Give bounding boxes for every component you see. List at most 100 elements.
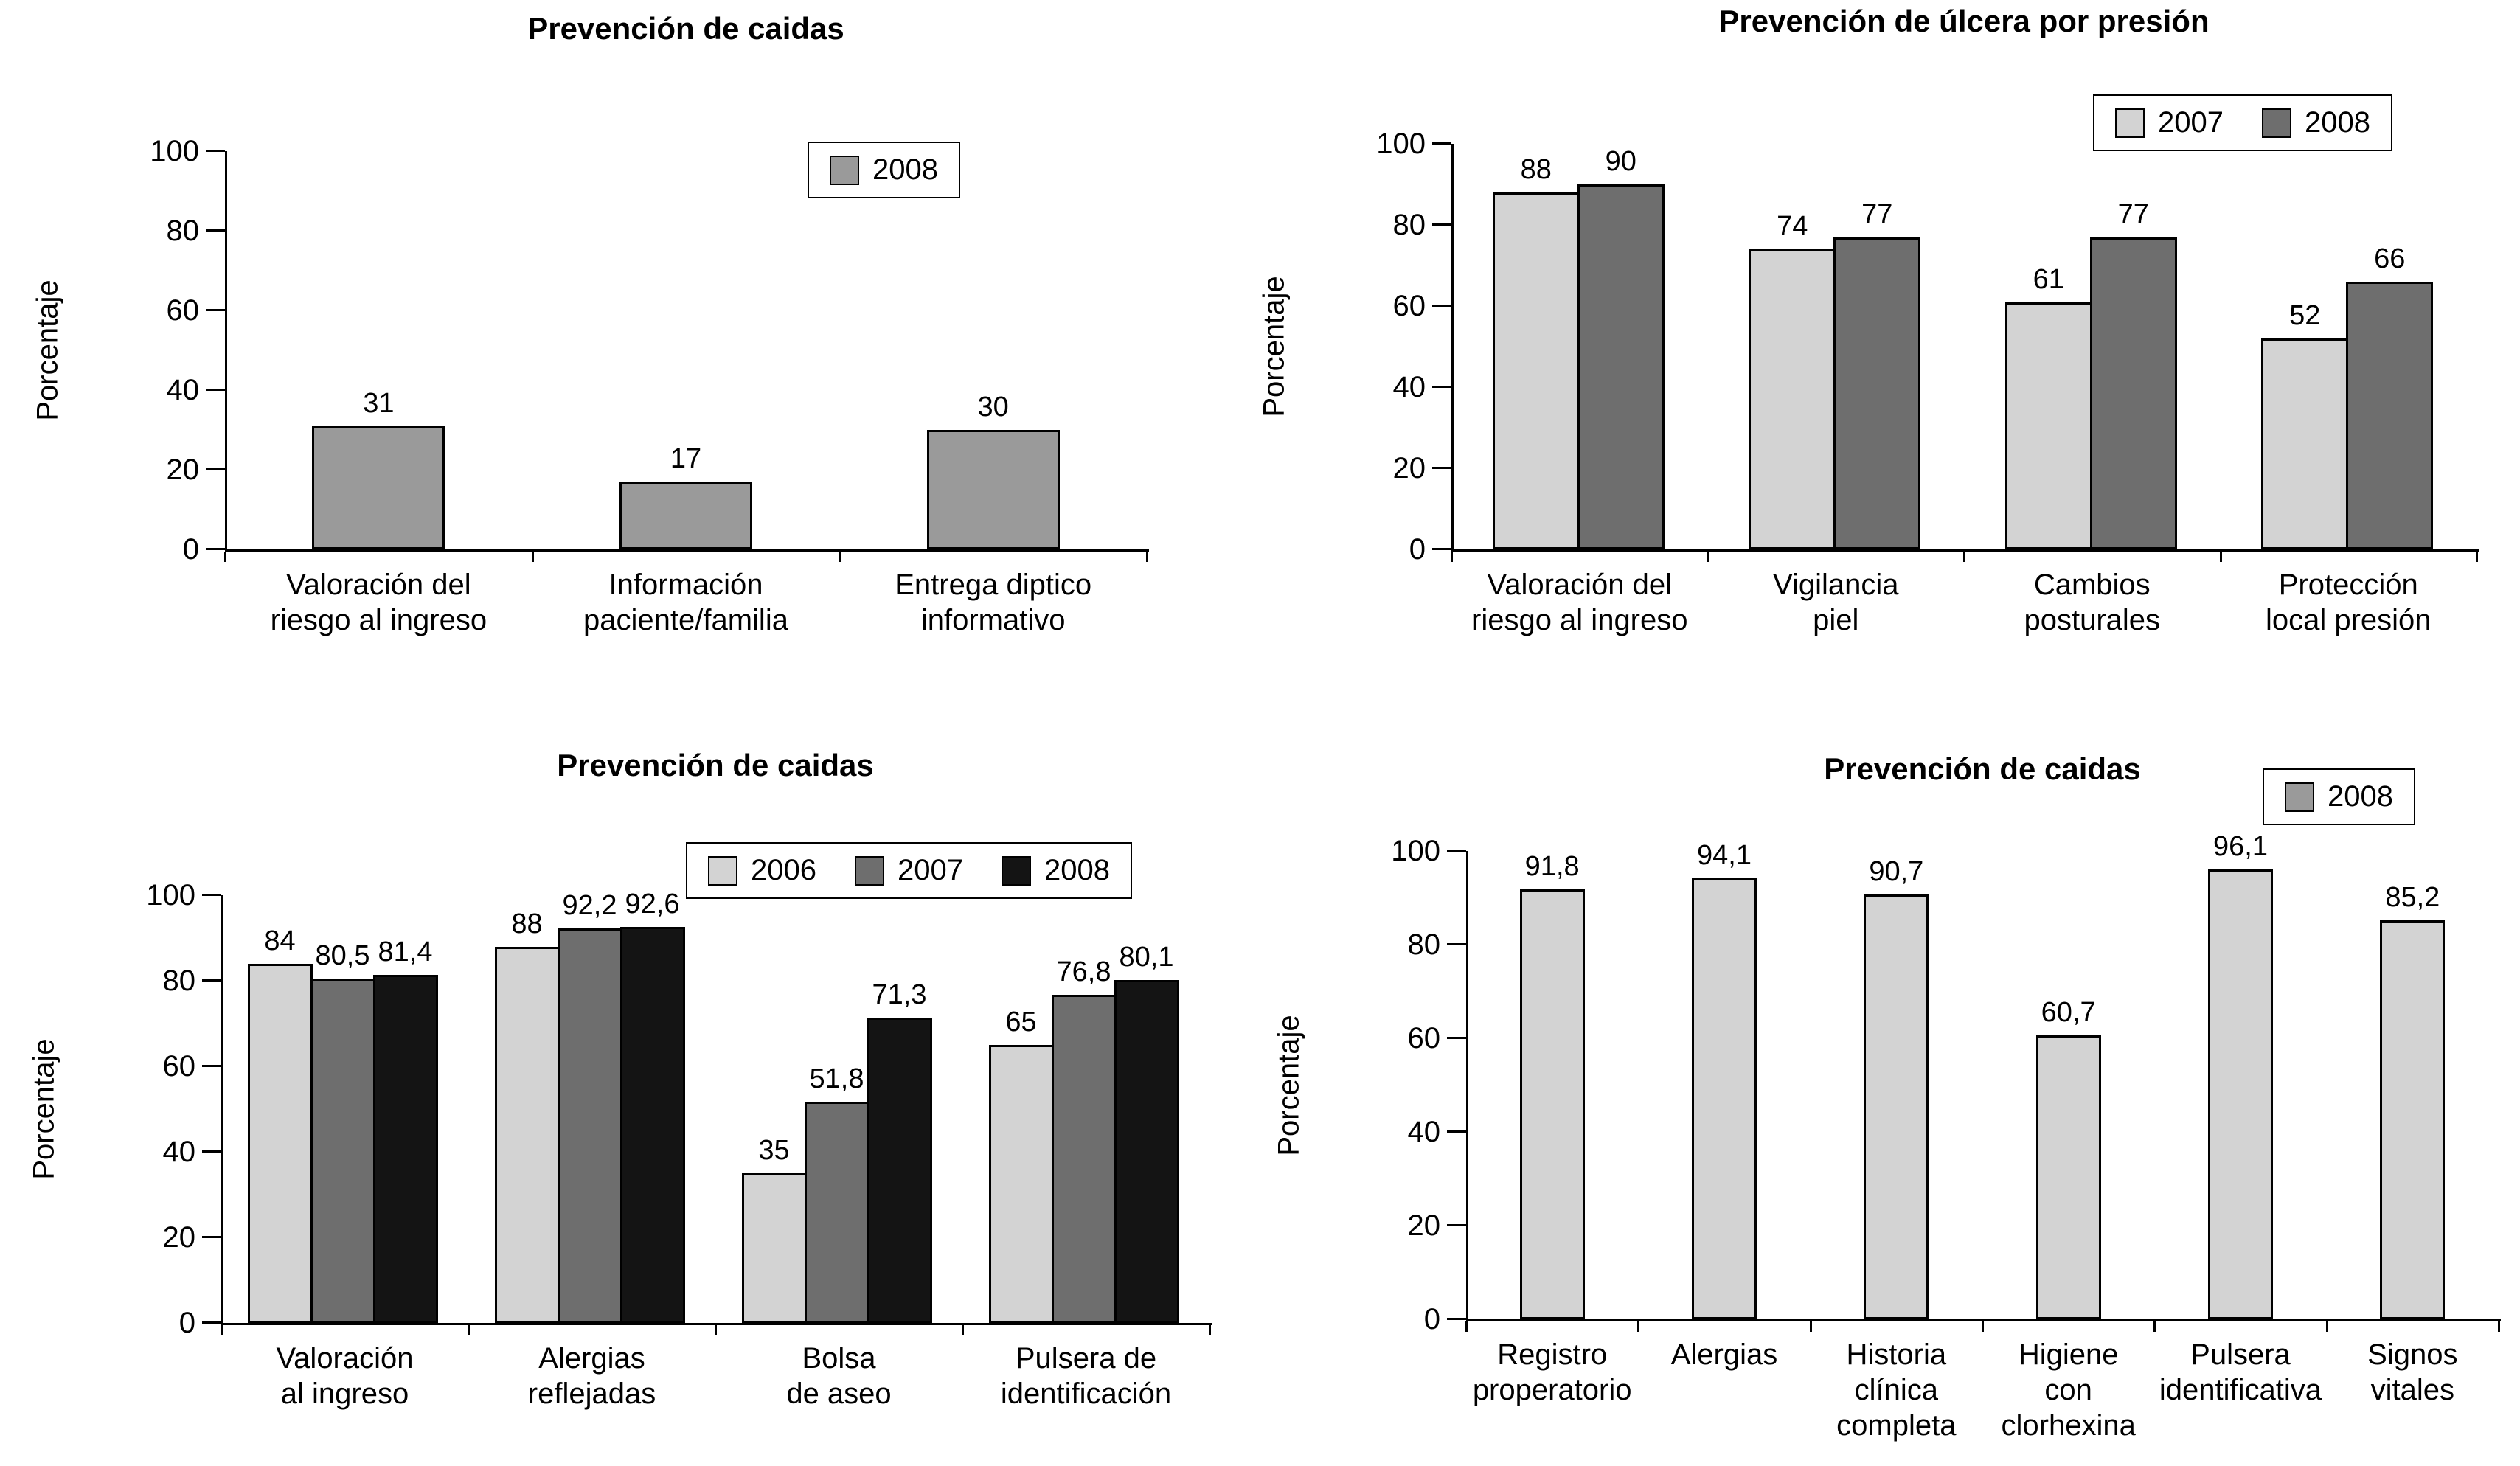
x-tick-mark bbox=[2219, 552, 2222, 562]
y-axis-label: Porcentaje bbox=[1272, 1014, 1305, 1156]
x-category-label-line: local presión bbox=[2265, 604, 2432, 636]
y-tick-label: 60 bbox=[1392, 290, 1426, 322]
bar-value-label: 84 bbox=[264, 925, 296, 956]
y-tick-mark bbox=[202, 1065, 221, 1067]
bar-2007-1 bbox=[1492, 192, 1580, 549]
bar-2007-2 bbox=[1749, 249, 1836, 549]
x-tick-mark bbox=[1451, 552, 1453, 562]
x-category-label-line: al ingreso bbox=[280, 1378, 409, 1410]
x-category-label-line: clínica bbox=[1854, 1374, 1939, 1406]
x-category-label: Alergias reflejadas bbox=[454, 1341, 730, 1411]
x-category-label: Protección local presión bbox=[2206, 567, 2492, 638]
y-tick-mark bbox=[1432, 386, 1451, 388]
bar-2007-3 bbox=[2004, 302, 2092, 549]
x-category-label-line: identificativa bbox=[2159, 1374, 2322, 1406]
y-tick-mark bbox=[1447, 1037, 1466, 1039]
x-tick-mark bbox=[224, 552, 226, 562]
bar-value-label: 76,8 bbox=[1056, 956, 1111, 987]
legend-swatch-icon bbox=[2261, 108, 2291, 138]
x-tick-mark bbox=[1707, 552, 1709, 562]
bar-value-label: 31 bbox=[363, 387, 395, 419]
x-category-label-line: Bolsa bbox=[802, 1342, 876, 1375]
x-tick-mark bbox=[531, 552, 534, 562]
x-category-label-line: Registro bbox=[1497, 1338, 1608, 1371]
bar-value-label: 96,1 bbox=[2213, 830, 2268, 862]
bar-2008-3 bbox=[926, 430, 1060, 549]
y-tick-mark bbox=[206, 389, 225, 391]
x-tick-mark bbox=[2498, 1321, 2500, 1332]
legend-item-2007: 2007 bbox=[854, 854, 963, 887]
x-tick-mark bbox=[1465, 1321, 1468, 1332]
y-tick-label: 40 bbox=[162, 1136, 196, 1168]
x-tick-mark bbox=[1982, 1321, 1984, 1332]
x-category-label-line: Cambios bbox=[2033, 569, 2151, 601]
bar-value-label: 80,1 bbox=[1119, 942, 1174, 973]
bar-2008-2 bbox=[619, 482, 752, 549]
bar-2006-3 bbox=[741, 1173, 807, 1323]
legend-item-2008: 2008 bbox=[830, 153, 938, 187]
x-category-label-line: Protección bbox=[2278, 569, 2418, 601]
x-category-label-line: Pulsera bbox=[2190, 1338, 2291, 1371]
x-category-label-line: Valoración bbox=[276, 1342, 414, 1375]
legend-item-2008: 2008 bbox=[2285, 780, 2393, 813]
y-tick-label: 0 bbox=[1409, 533, 1426, 566]
chart-panel-fall-prevention-top: Prevención de caidas Porcentaje 0 20 40 60 80 1… bbox=[0, 0, 1260, 733]
bar-value-label: 91,8 bbox=[1524, 851, 1580, 883]
x-category-label-line: piel bbox=[1813, 604, 1859, 636]
bar-2008-4 bbox=[2035, 1035, 2101, 1319]
bar-value-label: 94,1 bbox=[1697, 840, 1752, 872]
y-tick-mark bbox=[1447, 1318, 1466, 1320]
x-category-label-line: de aseo bbox=[786, 1378, 892, 1410]
y-tick-label: 100 bbox=[150, 135, 199, 167]
bar-2008-2 bbox=[1692, 878, 1757, 1319]
x-category-label-line: vitales bbox=[2370, 1374, 2455, 1406]
y-tick-label: 60 bbox=[162, 1050, 196, 1083]
x-category-label-line: Pulsera de bbox=[1015, 1342, 1157, 1375]
legend-item-2006: 2006 bbox=[708, 854, 816, 887]
x-category-label: Valoración del riesgo al ingreso bbox=[210, 567, 547, 638]
x-tick-mark bbox=[839, 552, 841, 562]
y-tick-label: 20 bbox=[1407, 1209, 1441, 1242]
x-tick-mark bbox=[1637, 1321, 1640, 1332]
legend-label: 2008 bbox=[872, 153, 938, 186]
bar-value-label: 65 bbox=[1005, 1007, 1037, 1038]
y-tick-mark bbox=[1447, 1224, 1466, 1226]
x-category-label-line: completa bbox=[1836, 1409, 1957, 1442]
x-category-label-line: paciente/familia bbox=[583, 604, 788, 636]
x-category-label: Registro properatorio bbox=[1451, 1337, 1653, 1408]
legend-label: 2007 bbox=[2158, 106, 2224, 139]
bar-2008-3 bbox=[867, 1018, 932, 1323]
legend-label: 2008 bbox=[1044, 854, 1110, 886]
x-category-label-line: Entrega diptico bbox=[895, 569, 1092, 601]
bar-value-label: 90,7 bbox=[1869, 856, 1924, 888]
y-tick-label: 80 bbox=[166, 215, 200, 247]
y-tick-mark bbox=[1447, 850, 1466, 852]
y-tick-label: 100 bbox=[146, 879, 195, 911]
bar-value-label: 35 bbox=[758, 1135, 790, 1166]
chart-panel-pressure-ulcer: Prevención de úlcera por presión Porcenta… bbox=[1258, 0, 2519, 733]
x-category-label: Información paciente/familia bbox=[518, 567, 855, 638]
bar-2008-5 bbox=[2208, 869, 2273, 1319]
legend-swatch-icon bbox=[854, 855, 884, 886]
bar-2008-2 bbox=[619, 926, 685, 1323]
bar-value-label: 85,2 bbox=[2385, 881, 2440, 913]
y-tick-label: 40 bbox=[1407, 1116, 1441, 1148]
bar-2007-4 bbox=[1051, 994, 1117, 1323]
x-tick-mark bbox=[221, 1325, 223, 1335]
y-tick-label: 60 bbox=[166, 294, 200, 327]
y-tick-mark bbox=[206, 468, 225, 470]
x-category-label-line: identificación bbox=[1000, 1378, 1172, 1410]
x-category-label-line: reflejadas bbox=[527, 1378, 656, 1410]
chart-title: Prevención de caidas bbox=[527, 11, 844, 46]
bar-2007-3 bbox=[804, 1101, 869, 1323]
x-category-label: Valoración al ingreso bbox=[206, 1341, 483, 1411]
legend-swatch-icon bbox=[2115, 108, 2145, 138]
bar-value-label: 66 bbox=[2374, 243, 2406, 274]
plot-area bbox=[221, 895, 1212, 1325]
y-axis-label: Porcentaje bbox=[31, 279, 64, 421]
bar-2008-1 bbox=[312, 425, 445, 549]
y-tick-label: 80 bbox=[162, 965, 196, 997]
y-tick-label: 40 bbox=[166, 374, 200, 406]
legend-label: 2007 bbox=[897, 854, 963, 886]
x-category-label-line: Historia bbox=[1846, 1338, 1947, 1371]
